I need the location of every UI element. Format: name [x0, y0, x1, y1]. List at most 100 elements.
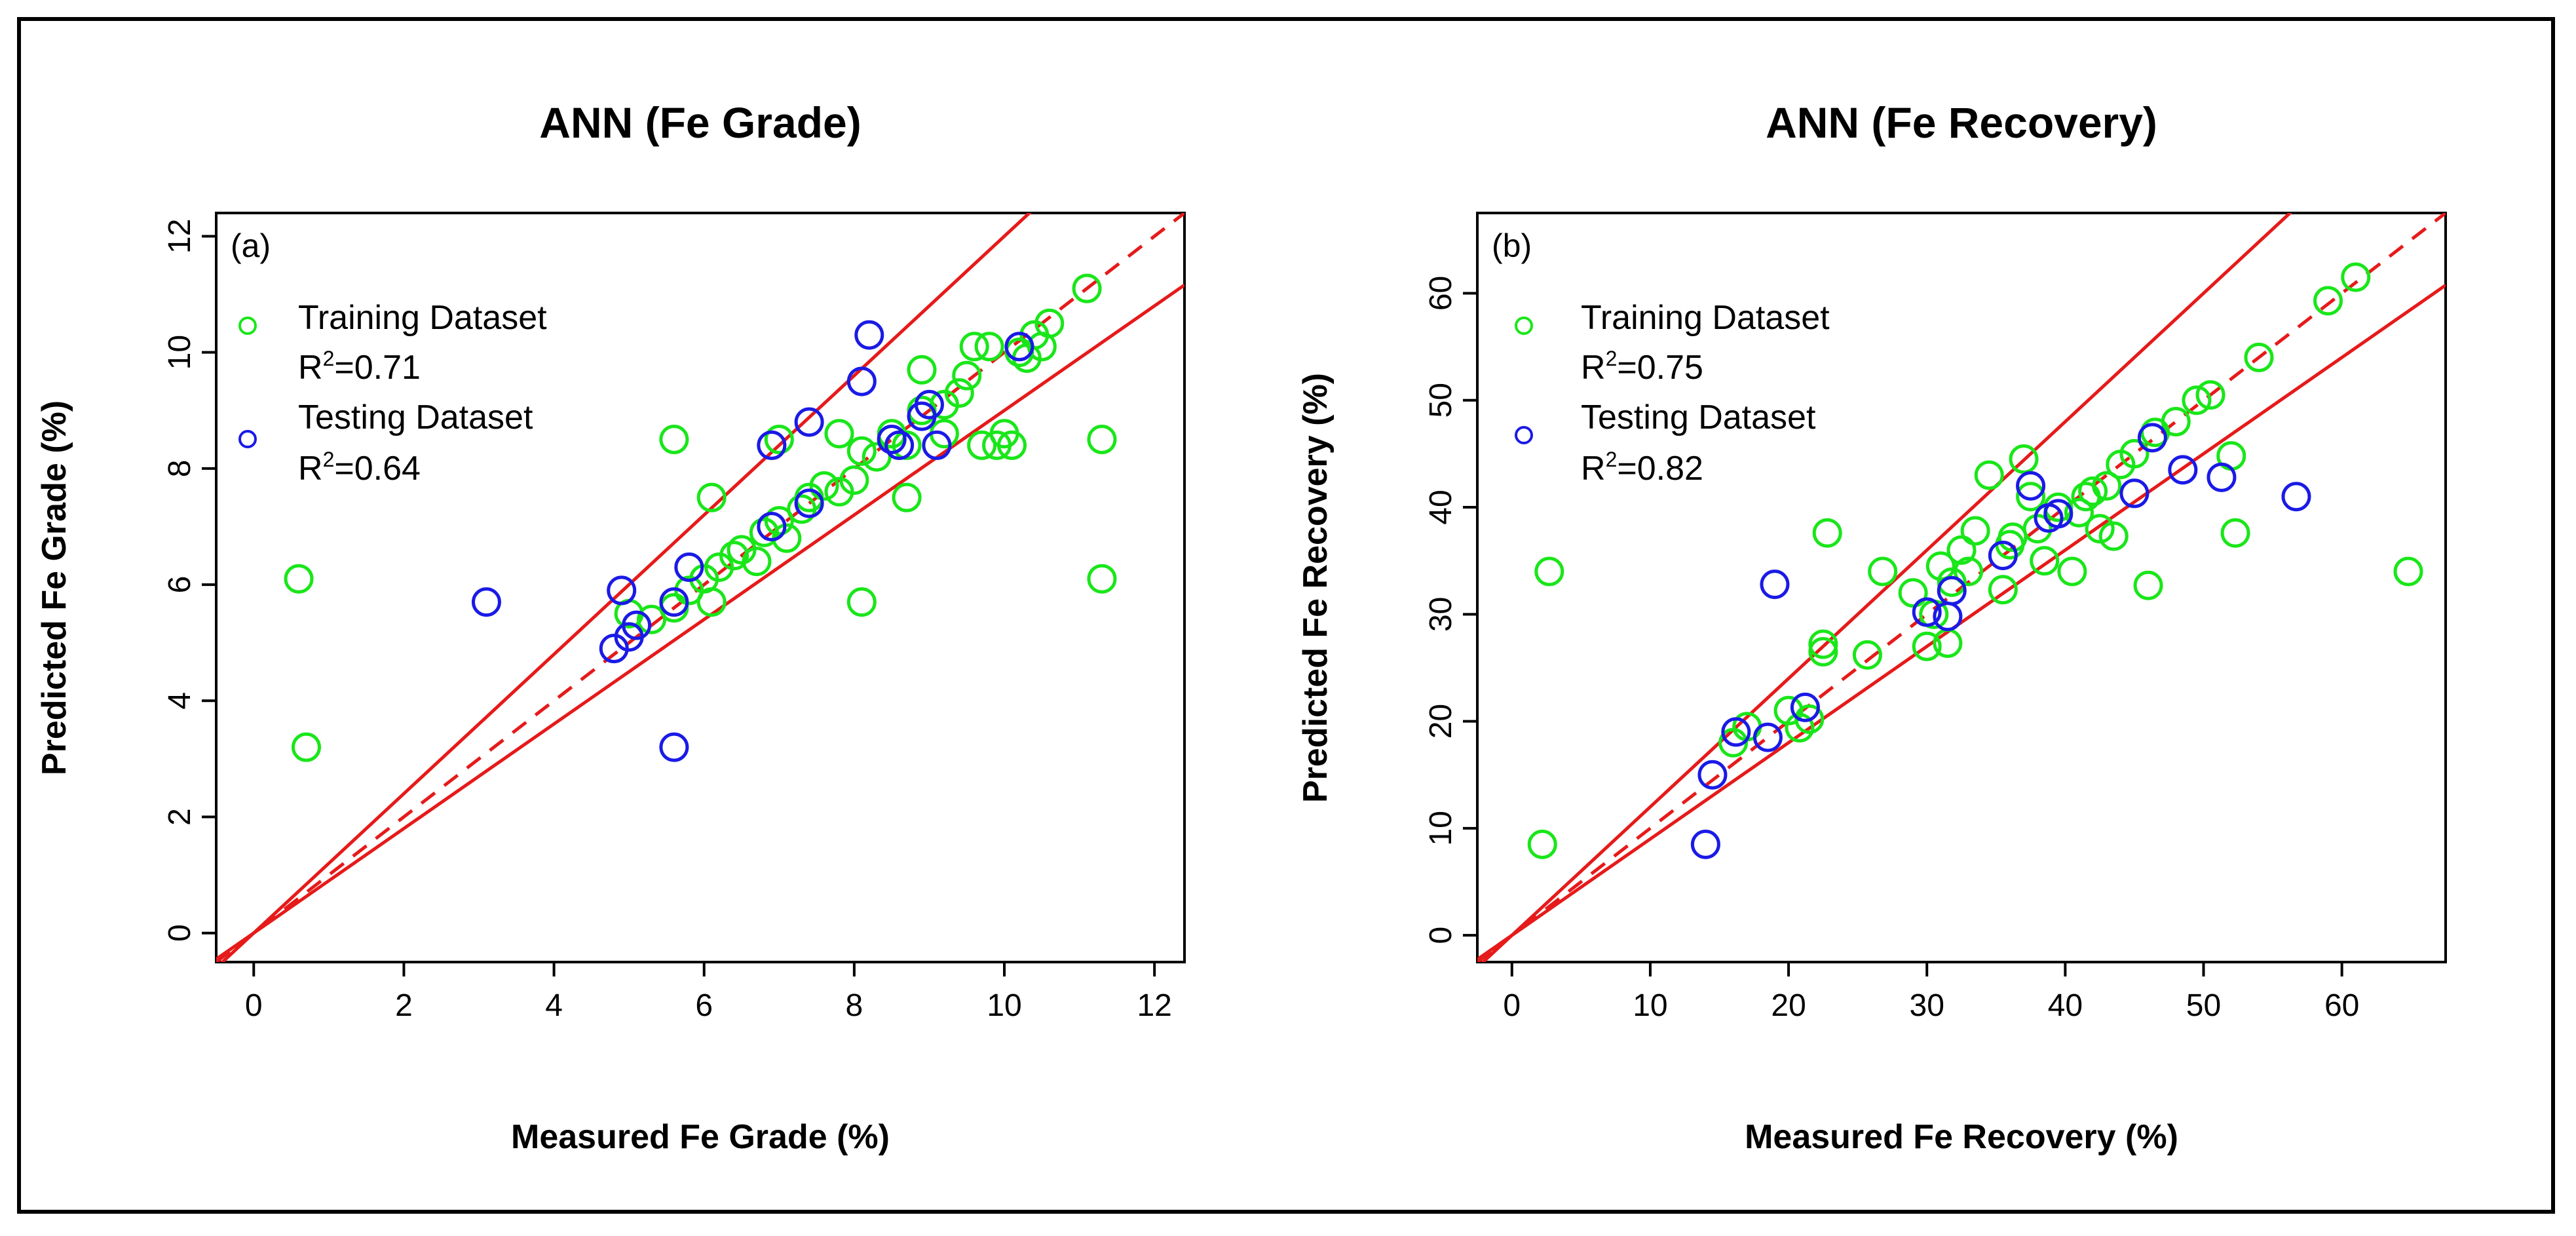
testing-point — [1721, 717, 1751, 747]
legend-b: Training Dataset R2=0.75 Testing Dataset… — [1515, 299, 1830, 488]
axis-ticks-b: 0 10 20 30 40 50 60 0 10 20 30 40 50 60 — [1424, 276, 2359, 1023]
data-points-b — [1527, 262, 2423, 859]
testing-point — [1790, 692, 1820, 722]
training-point — [2341, 262, 2371, 292]
testing-point — [659, 732, 689, 762]
testing-point — [1752, 722, 1783, 752]
testing-point — [2137, 423, 2167, 453]
chart-panel-a: ANN (Fe Grade) 0 2 4 6 8 10 12 0 2 4 6 8 10 12 (a) Tr… — [35, 98, 1186, 1156]
testing-point — [1004, 332, 1034, 362]
x-tick-label: 60 — [2324, 988, 2359, 1023]
x-tick-label: 10 — [987, 988, 1021, 1023]
y-tick-label: 60 — [1424, 276, 1458, 311]
training-point — [764, 506, 794, 536]
testing-point — [757, 430, 787, 460]
x-tick-label: 10 — [1633, 988, 1667, 1023]
testing-point — [922, 430, 952, 460]
testing-point — [794, 407, 824, 437]
testing-point — [1690, 829, 1720, 859]
training-point — [846, 436, 877, 466]
training-point — [1773, 695, 1804, 725]
testing-point — [1912, 597, 1942, 627]
training-point — [839, 465, 869, 495]
legend-label-training-b: Training Dataset — [1581, 299, 1830, 337]
training-point — [907, 355, 937, 385]
x-tick-label: 30 — [1910, 988, 1944, 1023]
training-point — [1527, 829, 1557, 859]
legend-r2-testing-a: R2=0.64 — [298, 448, 421, 488]
training-point — [2220, 518, 2250, 548]
upper-bound-line — [1481, 213, 2293, 962]
training-point — [696, 482, 727, 512]
testing-point — [607, 575, 637, 606]
y-tick-label: 40 — [1424, 490, 1458, 524]
legend-label-testing-b: Testing Dataset — [1581, 398, 1816, 436]
training-point — [2016, 482, 2046, 512]
testing-point — [1697, 760, 1728, 790]
data-points-a — [284, 273, 1117, 762]
x-tick-label: 12 — [1137, 988, 1171, 1023]
training-point — [809, 471, 839, 501]
testing-point — [1760, 570, 1790, 600]
training-point — [284, 564, 314, 594]
reference-lines-b — [1477, 213, 2446, 962]
training-point — [719, 541, 749, 571]
training-point — [1954, 556, 1984, 587]
chart-title-b: ANN (Fe Recovery) — [1766, 98, 2157, 147]
lower-bound-line — [1477, 284, 2446, 961]
training-point — [974, 332, 1004, 362]
training-point — [892, 430, 922, 460]
y-tick-label: 10 — [1424, 811, 1458, 845]
training-point — [1808, 629, 1838, 659]
y-tick-label: 10 — [162, 335, 197, 370]
testing-point — [854, 320, 884, 350]
x-tick-label: 8 — [846, 988, 863, 1023]
testing-point — [674, 552, 704, 582]
training-point — [1852, 640, 1882, 670]
y-tick-label: 0 — [162, 924, 197, 942]
legend-label-testing-a: Testing Dataset — [298, 398, 533, 436]
training-point — [967, 430, 997, 460]
testing-point — [2168, 455, 2198, 485]
testing-point — [2016, 471, 2046, 501]
training-point — [2313, 286, 2343, 316]
x-tick-label: 40 — [2048, 988, 2083, 1023]
lower-bound-line — [216, 283, 1184, 961]
y-tick-label: 4 — [162, 692, 197, 710]
training-point — [1087, 564, 1117, 594]
x-tick-label: 50 — [2186, 988, 2221, 1023]
panel-label-b: (b) — [1492, 227, 1532, 264]
testing-point — [877, 425, 907, 455]
training-point — [2085, 514, 2115, 544]
x-tick-label: 0 — [1503, 988, 1521, 1023]
y-axis-label-a: Predicted Fe Grade (%) — [35, 400, 73, 775]
training-point — [1988, 575, 2018, 605]
training-point — [1868, 556, 1898, 587]
training-point — [1812, 518, 1842, 548]
testing-point — [659, 587, 689, 617]
x-tick-label: 20 — [1771, 988, 1806, 1023]
training-point — [2009, 444, 2039, 474]
training-point — [2244, 342, 2274, 372]
legend-r2-training-a: R2=0.71 — [298, 347, 421, 387]
training-point — [659, 425, 689, 455]
training-point — [959, 332, 989, 362]
training-point — [2064, 497, 2094, 528]
testing-point — [914, 389, 944, 419]
plot-area-a — [215, 212, 1186, 963]
training-point — [2119, 438, 2150, 469]
training-point — [2161, 406, 2191, 436]
training-point — [2071, 482, 2101, 512]
y-axis-label-b: Predicted Fe Recovery (%) — [1297, 373, 1335, 803]
training-point — [862, 442, 892, 472]
testing-point — [2043, 499, 2074, 529]
legend-marker-testing-a — [238, 430, 257, 448]
training-point — [1087, 425, 1117, 455]
chart-panel-b: ANN (Fe Recovery) 0 10 20 30 40 50 60 0 10 20 30 40… — [1297, 98, 2447, 1156]
testing-point — [471, 587, 501, 617]
y-tick-label: 20 — [1424, 704, 1458, 739]
figure-frame — [17, 17, 2555, 1214]
chart-title-a: ANN (Fe Grade) — [539, 98, 861, 147]
y-tick-label: 6 — [162, 576, 197, 594]
training-point — [1998, 522, 2028, 552]
